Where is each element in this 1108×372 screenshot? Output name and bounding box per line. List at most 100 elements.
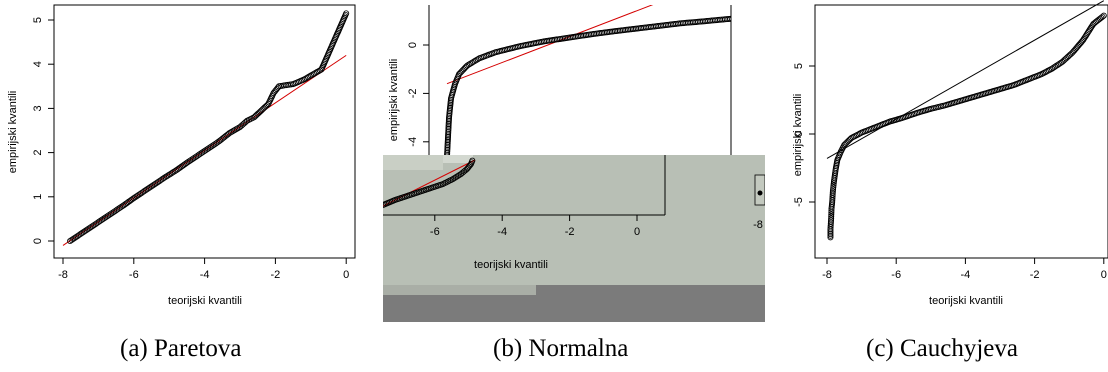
data-point xyxy=(746,15,751,20)
data-point xyxy=(753,14,758,19)
data-point xyxy=(211,141,218,148)
data-point xyxy=(763,13,765,18)
data-point xyxy=(1053,62,1060,69)
data-point xyxy=(191,154,198,161)
data-point xyxy=(467,60,474,67)
data-point xyxy=(203,146,210,153)
data-point xyxy=(761,13,765,18)
data-point xyxy=(827,220,834,227)
x-tick-label: -4 xyxy=(497,226,507,238)
data-point xyxy=(1088,23,1095,30)
data-point xyxy=(136,191,143,198)
data-point xyxy=(1099,13,1106,20)
data-point xyxy=(471,58,478,65)
y-tick-label: -5 xyxy=(793,197,805,207)
data-point xyxy=(760,13,765,18)
data-point xyxy=(82,227,89,234)
data-point xyxy=(74,232,81,239)
data-point xyxy=(200,148,207,155)
data-point xyxy=(193,153,200,160)
data-point xyxy=(139,189,146,196)
data-point xyxy=(1056,60,1063,67)
data-point xyxy=(133,193,140,200)
overlay-block-mid xyxy=(443,155,473,163)
data-point xyxy=(827,231,834,238)
data-point xyxy=(68,236,75,243)
data-point xyxy=(112,207,119,214)
data-point xyxy=(100,215,107,222)
inset-box xyxy=(754,174,765,206)
data-point xyxy=(754,14,759,19)
data-point xyxy=(743,15,748,20)
data-point xyxy=(474,56,481,63)
data-point xyxy=(109,209,116,216)
overlay-step xyxy=(383,285,536,295)
overlay-data-point xyxy=(450,175,457,182)
data-point xyxy=(186,157,193,164)
data-point xyxy=(828,213,835,220)
data-point xyxy=(89,222,96,229)
qq-plot-paretova: empirijski kvantili teorijski kvantili 0… xyxy=(7,4,356,307)
x-tick-label: -8 xyxy=(822,269,832,281)
data-point xyxy=(461,64,468,71)
data-point xyxy=(845,137,852,144)
data-point xyxy=(155,178,162,185)
data-point xyxy=(756,14,761,19)
data-point xyxy=(473,57,480,64)
data-point xyxy=(77,230,84,237)
x-tick-label: -2 xyxy=(565,226,575,238)
data-point xyxy=(312,69,319,76)
data-point xyxy=(153,179,160,186)
overlay-band xyxy=(383,155,765,285)
data-point xyxy=(142,187,149,194)
y-tick-label: 2 xyxy=(32,150,44,156)
y-tick-label: 0 xyxy=(407,42,419,48)
data-point xyxy=(232,126,239,133)
data-point xyxy=(830,186,837,193)
data-point xyxy=(138,190,145,197)
data-point xyxy=(141,188,148,195)
overlay-data-point xyxy=(453,173,460,180)
data-point xyxy=(85,225,92,232)
data-point xyxy=(1047,66,1054,73)
data-point xyxy=(86,224,93,231)
data-point xyxy=(108,210,115,217)
data-point xyxy=(1098,14,1105,21)
data-point xyxy=(242,119,249,126)
data-point xyxy=(468,59,475,66)
data-point xyxy=(303,74,310,81)
data-point xyxy=(197,150,204,157)
data-point xyxy=(115,205,122,212)
data-point xyxy=(67,237,74,244)
data-point xyxy=(302,75,309,82)
data-point xyxy=(749,14,754,19)
data-point xyxy=(189,155,196,162)
data-point xyxy=(194,152,201,159)
data-point xyxy=(159,175,166,182)
data-point xyxy=(748,14,753,19)
data-point xyxy=(206,144,213,151)
data-point xyxy=(738,15,743,20)
data-point xyxy=(76,231,83,238)
data-point xyxy=(111,208,118,215)
data-point xyxy=(212,140,219,147)
data-point xyxy=(1050,64,1057,71)
data-point xyxy=(103,213,110,220)
x-tick-label: 0 xyxy=(634,226,640,238)
x-tick-label: -2 xyxy=(271,269,281,281)
y-tick-label: 0 xyxy=(32,238,44,244)
data-point xyxy=(135,192,142,199)
data-point xyxy=(269,91,276,98)
data-point xyxy=(828,211,835,218)
data-point xyxy=(97,217,104,224)
data-point xyxy=(147,184,154,191)
x-tick-label: -4 xyxy=(961,269,971,281)
overlay-data-point xyxy=(467,162,474,169)
data-point xyxy=(736,16,741,21)
data-point xyxy=(117,204,124,211)
inset-x-tick-label: -8 xyxy=(753,219,763,231)
y-tick-label: 5 xyxy=(32,17,44,23)
data-point xyxy=(733,16,738,21)
qq-plot-cauchyjeva: empirijski kvantili teorijski kvantili -… xyxy=(792,0,1108,307)
data-point xyxy=(94,219,101,226)
